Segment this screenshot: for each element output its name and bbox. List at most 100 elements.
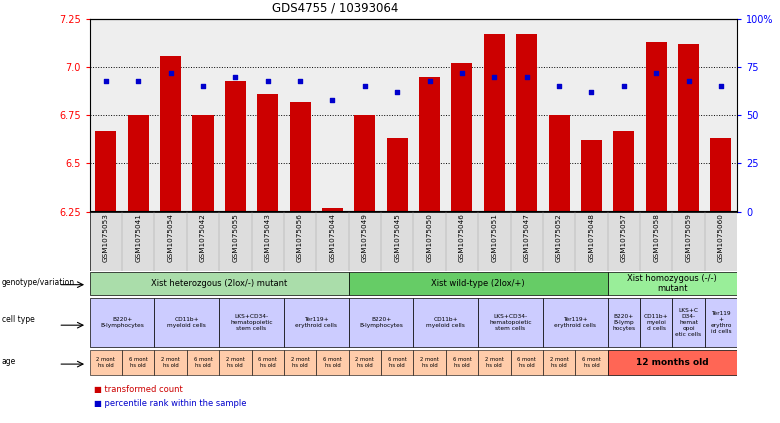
Text: cell type: cell type [2, 316, 34, 324]
Bar [446, 350, 478, 375]
Point [650, 69, 662, 76]
Text: GSM1075049: GSM1075049 [362, 213, 368, 262]
Point [359, 83, 371, 90]
Bar [317, 350, 349, 375]
Bar [613, 131, 634, 212]
Text: 6 mont
hs old: 6 mont hs old [517, 357, 536, 368]
Text: GSM1075043: GSM1075043 [264, 213, 271, 262]
Text: GSM1075041: GSM1075041 [135, 213, 141, 262]
Point [197, 83, 209, 90]
Bar [608, 272, 737, 295]
Text: CD11b+
myeloi
d cells: CD11b+ myeloi d cells [644, 314, 668, 331]
Bar [257, 94, 278, 212]
Bar [640, 298, 672, 347]
Point [520, 74, 533, 80]
Text: 6 mont
hs old: 6 mont hs old [388, 357, 406, 368]
Bar [90, 298, 154, 347]
Point [488, 74, 501, 80]
Bar [387, 138, 408, 212]
Bar [160, 55, 181, 212]
Bar [672, 298, 705, 347]
Text: GSM1075055: GSM1075055 [232, 213, 239, 262]
Text: 12 months old: 12 months old [636, 358, 709, 367]
Point [132, 77, 144, 84]
Bar [608, 298, 640, 347]
Bar [484, 34, 505, 212]
Point [229, 74, 242, 80]
Bar [128, 115, 149, 212]
Point [165, 69, 177, 76]
Text: GSM1075060: GSM1075060 [718, 213, 724, 262]
Point [714, 83, 727, 90]
Text: Ter119+
erythroid cells: Ter119+ erythroid cells [555, 317, 596, 328]
Point [456, 69, 468, 76]
Point [326, 96, 339, 103]
Point [618, 83, 630, 90]
Text: LKS+C
D34-
hemat
opoi
etic cells: LKS+C D34- hemat opoi etic cells [675, 308, 701, 337]
Text: ■ percentile rank within the sample: ■ percentile rank within the sample [94, 398, 246, 408]
Bar [381, 350, 413, 375]
Text: age: age [2, 357, 16, 366]
Bar [154, 350, 187, 375]
Bar [646, 42, 667, 212]
Text: GSM1075042: GSM1075042 [200, 213, 206, 262]
Text: GSM1075058: GSM1075058 [653, 213, 659, 262]
Bar [349, 350, 381, 375]
Bar [284, 350, 317, 375]
Text: B220+
B-lymphocytes: B220+ B-lymphocytes [100, 317, 144, 328]
Bar [219, 350, 251, 375]
Bar [219, 298, 284, 347]
Text: 6 mont
hs old: 6 mont hs old [258, 357, 277, 368]
Point [585, 89, 597, 96]
Text: LKS+CD34-
hematopoietic
stem cells: LKS+CD34- hematopoietic stem cells [230, 314, 273, 331]
Bar [543, 298, 608, 347]
Bar [705, 298, 737, 347]
Point [424, 77, 436, 84]
Bar [548, 115, 569, 212]
Bar [154, 298, 219, 347]
Text: Xist wild-type (2lox/+): Xist wild-type (2lox/+) [431, 279, 525, 288]
Bar [543, 350, 576, 375]
Bar [419, 77, 440, 212]
Bar [187, 350, 219, 375]
Bar [284, 298, 349, 347]
Text: GSM1075059: GSM1075059 [686, 213, 692, 262]
Bar [608, 350, 737, 375]
Bar [90, 272, 349, 295]
Text: CD11b+
myeloid cells: CD11b+ myeloid cells [168, 317, 206, 328]
Text: 2 mont
hs old: 2 mont hs old [485, 357, 504, 368]
Bar [349, 272, 608, 295]
Text: 6 mont
hs old: 6 mont hs old [323, 357, 342, 368]
Point [261, 77, 274, 84]
Text: 6 mont
hs old: 6 mont hs old [193, 357, 212, 368]
Text: B220+
B-lymphocytes: B220+ B-lymphocytes [359, 317, 403, 328]
Bar [478, 298, 543, 347]
Text: GSM1075046: GSM1075046 [459, 213, 465, 262]
Text: GSM1075050: GSM1075050 [427, 213, 433, 262]
Text: GSM1075048: GSM1075048 [588, 213, 594, 262]
Bar [516, 34, 537, 212]
Bar [251, 350, 284, 375]
Text: B220+
B-lymp
hocytes: B220+ B-lymp hocytes [612, 314, 636, 331]
Point [100, 77, 112, 84]
Bar [225, 81, 246, 212]
Text: genotype/variation: genotype/variation [2, 277, 75, 287]
Text: CD11b+
myeloid cells: CD11b+ myeloid cells [427, 317, 465, 328]
Text: 2 mont
hs old: 2 mont hs old [291, 357, 310, 368]
Bar [90, 350, 122, 375]
Point [682, 77, 695, 84]
Bar [510, 350, 543, 375]
Text: 2 mont
hs old: 2 mont hs old [356, 357, 374, 368]
Text: ■ transformed count: ■ transformed count [94, 385, 183, 394]
Text: Xist heterozgous (2lox/-) mutant: Xist heterozgous (2lox/-) mutant [151, 279, 287, 288]
Bar [95, 131, 116, 212]
Bar [349, 298, 413, 347]
Text: Ter119
+
erythro
id cells: Ter119 + erythro id cells [711, 311, 732, 334]
Text: GSM1075057: GSM1075057 [621, 213, 627, 262]
Point [294, 77, 307, 84]
Text: GSM1075052: GSM1075052 [556, 213, 562, 262]
Bar [478, 350, 510, 375]
Bar [711, 138, 732, 212]
Text: 2 mont
hs old: 2 mont hs old [226, 357, 245, 368]
Bar [122, 350, 154, 375]
